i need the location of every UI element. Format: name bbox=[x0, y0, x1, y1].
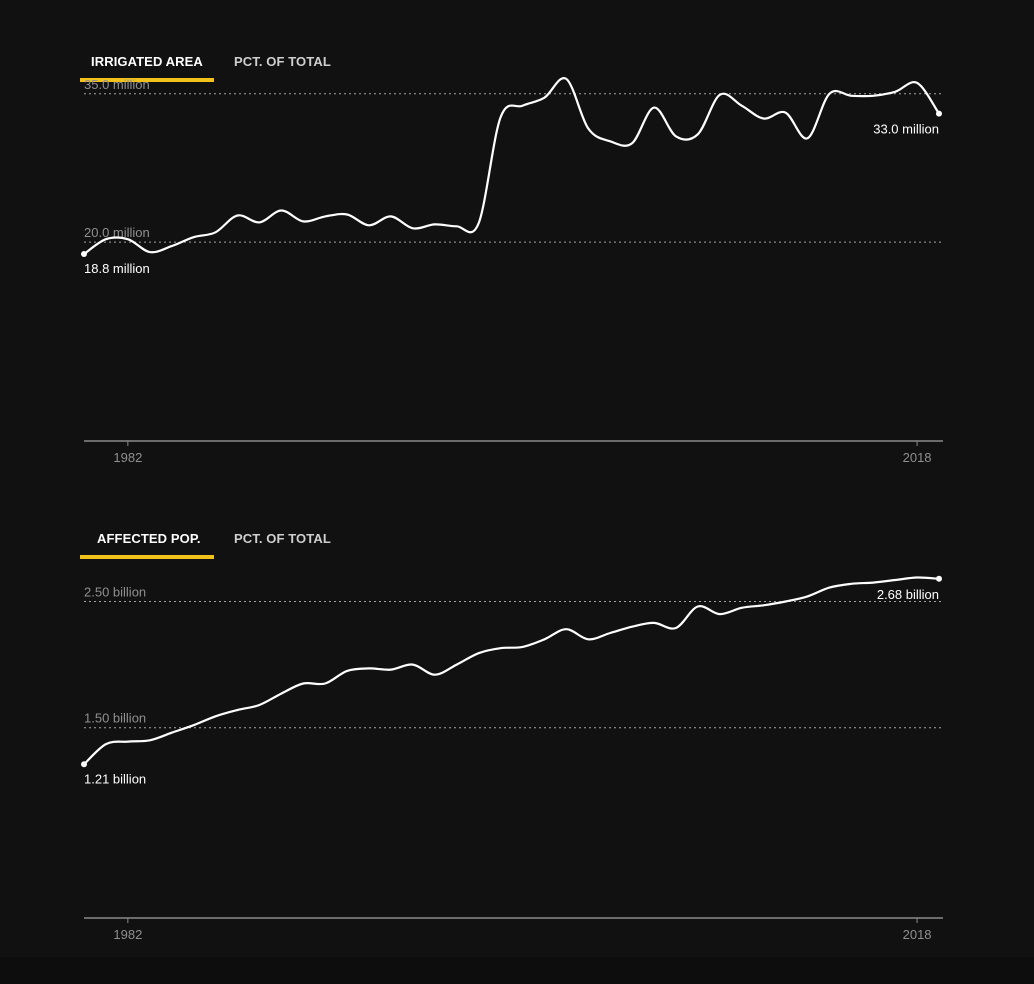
end-point bbox=[936, 110, 942, 117]
series-line bbox=[82, 576, 941, 766]
reference-label: 20.0 million bbox=[84, 225, 150, 240]
x-tick-label: 1982 bbox=[113, 927, 142, 942]
active-tab-indicator bbox=[80, 78, 214, 82]
affected-population-panel: AFFECTED POP. PCT. OF TOTAL 2.50 billion… bbox=[0, 477, 1034, 957]
active-tab-indicator bbox=[80, 555, 214, 559]
tab-pct-of-total[interactable]: PCT. OF TOTAL bbox=[234, 54, 331, 69]
series-line bbox=[82, 76, 941, 256]
start-point bbox=[81, 761, 87, 768]
x-tick-label: 1982 bbox=[113, 450, 142, 465]
start-point bbox=[81, 251, 87, 258]
start-value-label: 1.21 billion bbox=[84, 771, 146, 786]
tab-affected-pop[interactable]: AFFECTED POP. bbox=[97, 531, 201, 546]
end-value-label: 2.68 billion bbox=[877, 587, 939, 602]
tab-pct-of-total[interactable]: PCT. OF TOTAL bbox=[234, 531, 331, 546]
end-value-label: 33.0 million bbox=[873, 122, 939, 137]
end-point bbox=[936, 575, 942, 582]
x-tick-label: 2018 bbox=[903, 450, 932, 465]
irrigated-area-line-chart: 35.0 million 20.0 million 1982 2018 18.8 mil… bbox=[81, 76, 943, 465]
start-value-label: 18.8 million bbox=[84, 261, 150, 276]
reference-label: 2.50 billion bbox=[84, 584, 146, 599]
tab-irrigated-area[interactable]: IRRIGATED AREA bbox=[91, 54, 203, 69]
footer-band bbox=[0, 957, 1034, 984]
irrigated-area-panel: IRRIGATED AREA PCT. OF TOTAL 35.0 millio… bbox=[0, 0, 1034, 480]
affected-population-line-chart: 2.50 billion 1.50 billion 1982 2018 1.21 bil… bbox=[81, 575, 943, 942]
x-tick-label: 2018 bbox=[903, 927, 932, 942]
reference-label: 1.50 billion bbox=[84, 711, 146, 726]
reference-label: 35.0 million bbox=[84, 77, 150, 92]
